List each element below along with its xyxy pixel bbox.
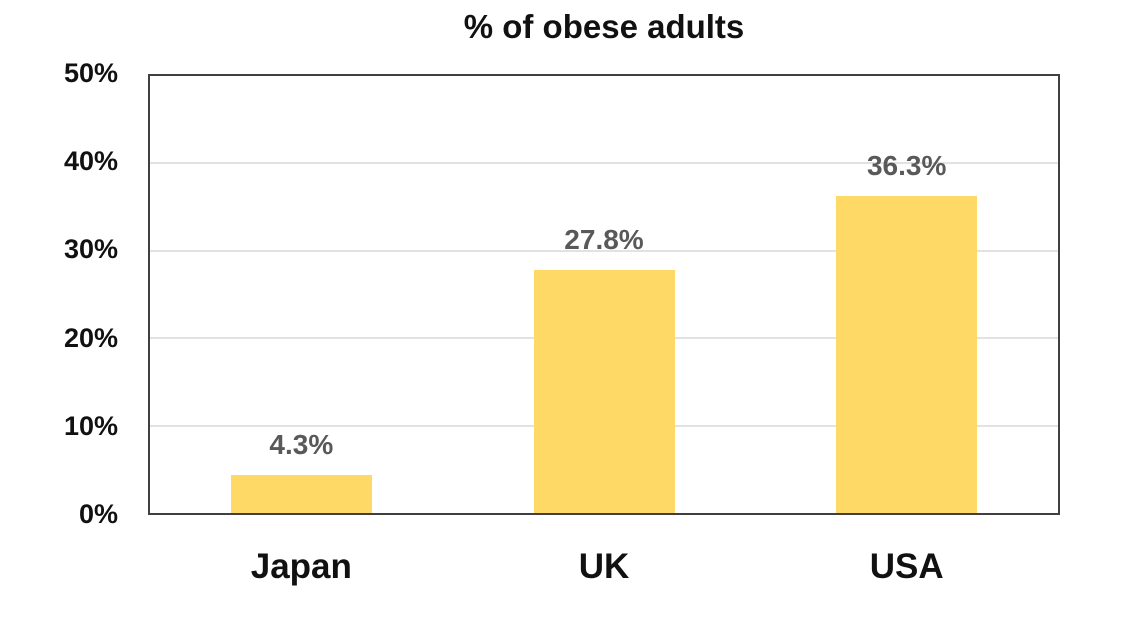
y-axis-tick-label: 10% [63, 410, 118, 441]
gridline [150, 162, 1058, 165]
x-axis-label-uk: UK [578, 547, 630, 586]
y-axis-tick-label: 50% [63, 58, 118, 88]
plot-area: 4.3% 27.8% 36.3% [148, 74, 1060, 515]
x-axis-label-usa: USA [869, 547, 944, 586]
chart-title: % of obese adults [463, 8, 745, 45]
gridline [150, 249, 1058, 252]
bar-japan [230, 475, 372, 513]
y-axis-tick-label: 30% [63, 234, 118, 265]
value-label-uk: 27.8% [564, 224, 644, 256]
bar-uk [533, 270, 675, 513]
y-axis-tick-label: 20% [63, 322, 118, 353]
y-axis-tick-label: 40% [63, 146, 118, 177]
y-axis-tick-label: 0% [78, 499, 118, 529]
value-label-japan: 4.3% [269, 429, 334, 461]
x-axis-label-japan: Japan [250, 547, 352, 586]
value-label-usa: 36.3% [866, 149, 947, 181]
bar-usa [836, 195, 978, 513]
